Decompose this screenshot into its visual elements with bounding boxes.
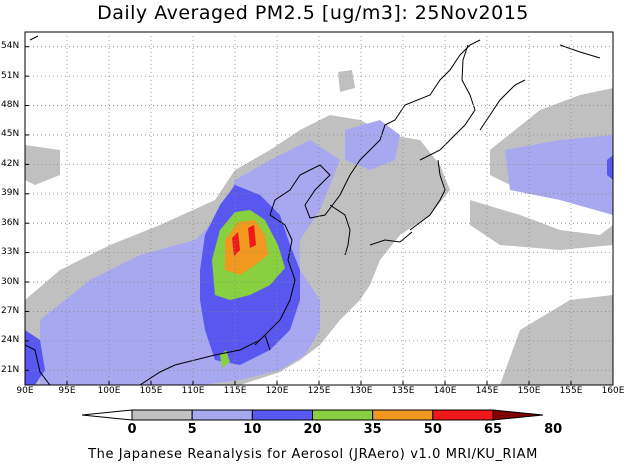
lat-label: 24N bbox=[1, 335, 20, 346]
field-orange bbox=[225, 220, 268, 275]
colorbar-box bbox=[131, 409, 193, 421]
lat-label: 39N bbox=[1, 188, 20, 199]
lat-label: 33N bbox=[1, 247, 20, 258]
lat-label: 27N bbox=[1, 305, 20, 316]
lon-label: 95E bbox=[58, 386, 76, 396]
lon-label: 140E bbox=[433, 386, 457, 396]
field-gray-left bbox=[25, 145, 60, 185]
colorbar-label: 80 bbox=[544, 422, 563, 437]
map-title: Daily Averaged PM2.5 [ug/m3]: 25Nov2015 bbox=[97, 2, 529, 24]
field-lightblue-east bbox=[505, 135, 613, 215]
lon-label: 100E bbox=[97, 386, 121, 396]
lon-label: 90E bbox=[16, 386, 34, 396]
field-lightblue-korea bbox=[345, 120, 400, 170]
lat-label: 42N bbox=[1, 158, 20, 169]
lon-label: 130E bbox=[349, 386, 373, 396]
colorbar-box bbox=[372, 409, 434, 421]
field-gray-north bbox=[338, 70, 355, 92]
colorbar-box bbox=[432, 409, 494, 421]
colorbar-label: 0 bbox=[127, 422, 137, 437]
colorbar-over-triangle bbox=[492, 409, 544, 421]
colorbar-box bbox=[251, 409, 313, 421]
field-red-1 bbox=[232, 232, 240, 256]
lat-label: 36N bbox=[1, 217, 20, 228]
field-red-2 bbox=[248, 225, 256, 248]
lat-label: 45N bbox=[1, 129, 20, 140]
lat-label: 21N bbox=[1, 364, 20, 375]
lat-label: 51N bbox=[1, 70, 20, 81]
lat-label: 30N bbox=[1, 276, 20, 287]
lon-label: 105E bbox=[139, 386, 163, 396]
lat-label: 54N bbox=[1, 41, 20, 52]
colorbar-label: 10 bbox=[243, 422, 262, 437]
colorbar-label: 50 bbox=[423, 422, 442, 437]
lat-label: 48N bbox=[1, 100, 20, 111]
lon-label: 125E bbox=[307, 386, 331, 396]
field-gray-southeast bbox=[500, 295, 613, 385]
field-blue-east bbox=[607, 155, 613, 180]
colorbar-label: 20 bbox=[303, 422, 322, 437]
colorbar-box bbox=[312, 409, 374, 421]
lon-label: 150E bbox=[517, 386, 541, 396]
concentration-fields bbox=[25, 70, 613, 385]
graticule bbox=[25, 32, 613, 385]
lon-label: 120E bbox=[265, 386, 289, 396]
lon-label: 110E bbox=[181, 386, 205, 396]
lon-label: 135E bbox=[391, 386, 415, 396]
colorbar-label: 65 bbox=[483, 422, 503, 437]
colorbar-label: 35 bbox=[363, 422, 382, 437]
axis-ticks bbox=[24, 46, 614, 385]
colorbar-under-triangle bbox=[81, 409, 133, 421]
field-gray-japan bbox=[470, 200, 613, 250]
colorbar-box bbox=[191, 409, 253, 421]
lon-label: 115E bbox=[223, 386, 247, 396]
lon-label: 160E bbox=[601, 386, 625, 396]
field-green-small bbox=[220, 350, 230, 368]
coastlines bbox=[25, 35, 601, 385]
colorbar-label: 5 bbox=[187, 422, 197, 437]
lon-label: 145E bbox=[475, 386, 499, 396]
footer-credit: The Japanese Reanalysis for Aerosol (JRA… bbox=[88, 447, 538, 462]
lon-label: 155E bbox=[559, 386, 583, 396]
